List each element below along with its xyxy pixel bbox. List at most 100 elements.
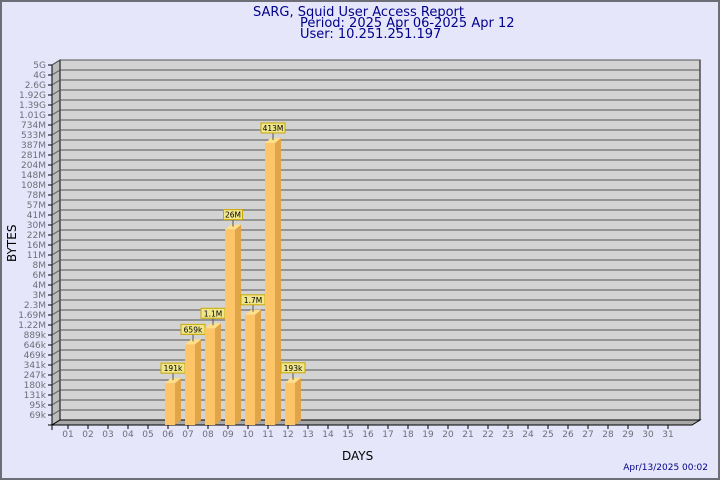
gridline-wall [51,69,61,76]
x-tick-label: 02 [82,430,93,440]
gridline-wall [51,89,61,96]
y-axis-label: BYTES [5,225,19,262]
x-tick-label: 31 [662,430,673,440]
gridline-wall [51,119,61,126]
bar-side [255,309,261,425]
y-tick-label: 4G [33,71,46,81]
chart-title: SARG, Squid User Access Report [253,5,464,20]
bar-side [175,378,181,425]
data-label-box [223,209,243,221]
y-tick-label: 108M [21,181,46,191]
data-label: 1.1M [204,309,222,318]
gridline-wall [51,209,61,216]
gridline-wall [51,159,61,166]
x-tick-label: 05 [142,430,153,440]
y-tick-label: 533M [21,131,46,141]
y-tick-label: 4M [33,281,47,291]
gridline-wall [51,379,61,386]
gridline-wall [51,279,61,286]
data-label-box [280,362,306,374]
gridline-wall [51,329,61,336]
y-tick-label: 180k [24,381,47,391]
y-tick-label: 16M [27,241,46,251]
bar-front [285,382,295,425]
x-tick-label: 15 [342,430,353,440]
gridline-wall [51,99,61,106]
x-tick-label: 04 [122,430,134,440]
data-label: 413M [263,124,284,133]
user-text: User: 10.251.251.197 [300,27,441,42]
gridline-wall [51,359,61,366]
bar-front [185,344,195,425]
y-tick-label: 57M [27,201,46,211]
x-tick-label: 10 [242,430,254,440]
y-tick-label: 2.3M [24,301,46,311]
data-label-box [260,122,286,134]
y-tick-label: 281M [21,151,46,161]
gridline-wall [51,79,61,86]
gridline-wall [51,189,61,196]
x-tick-label: 23 [502,430,513,440]
y-tick-label: 469k [24,351,47,361]
x-tick-label: 17 [382,430,393,440]
y-tick-label: 646k [24,341,47,351]
bar-side [275,137,281,426]
y-tick-label: 5G [33,61,46,71]
gridline-wall [51,179,61,186]
y-tick-label: 734M [21,121,46,131]
y-tick-label: 30M [27,221,46,231]
x-tick-label: 06 [162,430,174,440]
data-label: 659k [184,325,203,334]
x-tick-label: 22 [482,430,493,440]
gridline-wall [51,369,61,376]
gridline-wall [51,59,61,66]
data-label: 193k [284,364,303,373]
bar-day-12: 193k [280,362,306,425]
gridline-wall [51,349,61,356]
y-tick-label: 1.69M [18,311,46,321]
y-tick-label: 204M [21,161,46,171]
gridline-wall [51,129,61,136]
y-tick-label: 1.92G [19,91,46,101]
bar-top [265,137,281,143]
gridline-wall [51,339,61,346]
gridline-wall [51,409,61,416]
bar-day-08: 1.1M [200,307,226,425]
y-tick-label: 148M [21,171,46,181]
x-tick-label: 30 [642,430,654,440]
x-tick-label: 25 [542,430,553,440]
gridline-wall [51,289,61,296]
y-tick-label: 1.01G [19,111,46,121]
x-tick-label: 18 [402,430,414,440]
bar-front [265,142,275,426]
plot-area: 69k95k131k180k247k341k469k646k889k1.22M1… [18,59,702,440]
gridline-wall [51,389,61,396]
bar-top [285,377,301,383]
gridline-wall [51,139,61,146]
x-tick-label: 20 [442,430,454,440]
bar-top [205,323,221,329]
gridline-wall [51,269,61,276]
y-tick-label: 6M [33,271,47,281]
y-tick-label: 341k [24,361,47,371]
gridline-wall [51,399,61,406]
y-tick-label: 387M [21,141,46,151]
y-tick-label: 889k [24,331,47,341]
gridline-wall [51,259,61,266]
bar-day-06: 191k [160,362,186,425]
x-tick-label: 11 [262,430,273,440]
x-tick-label: 26 [562,430,574,440]
x-tick-label: 07 [182,430,193,440]
y-tick-label: 1.22M [18,321,46,331]
x-tick-label: 19 [422,430,434,440]
gridline-wall [51,319,61,326]
y-tick-label: 247k [24,371,47,381]
x-tick-label: 29 [622,430,634,440]
data-label: 26M [225,211,241,220]
gridline-wall [51,219,61,226]
gridline-wall [51,109,61,116]
x-tick-label: 14 [322,430,334,440]
bar-day-09: 26M [223,209,243,425]
x-tick-label: 09 [222,430,234,440]
